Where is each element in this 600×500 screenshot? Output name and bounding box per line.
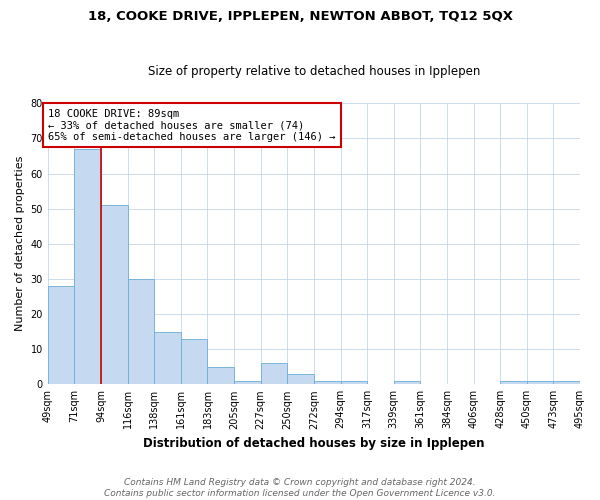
Bar	[181, 338, 208, 384]
X-axis label: Distribution of detached houses by size in Ipplepen: Distribution of detached houses by size …	[143, 437, 485, 450]
Bar	[260, 363, 287, 384]
Bar	[74, 149, 101, 384]
Text: 18 COOKE DRIVE: 89sqm
← 33% of detached houses are smaller (74)
65% of semi-deta: 18 COOKE DRIVE: 89sqm ← 33% of detached …	[49, 108, 336, 142]
Y-axis label: Number of detached properties: Number of detached properties	[15, 156, 25, 332]
Bar	[101, 205, 128, 384]
Bar	[394, 381, 421, 384]
Bar	[154, 332, 181, 384]
Text: Contains HM Land Registry data © Crown copyright and database right 2024.
Contai: Contains HM Land Registry data © Crown c…	[104, 478, 496, 498]
Bar	[341, 381, 367, 384]
Bar	[208, 366, 234, 384]
Bar	[234, 381, 260, 384]
Bar	[527, 381, 553, 384]
Bar	[128, 279, 154, 384]
Title: Size of property relative to detached houses in Ipplepen: Size of property relative to detached ho…	[148, 66, 480, 78]
Text: 18, COOKE DRIVE, IPPLEPEN, NEWTON ABBOT, TQ12 5QX: 18, COOKE DRIVE, IPPLEPEN, NEWTON ABBOT,…	[88, 10, 512, 23]
Bar	[500, 381, 527, 384]
Bar	[314, 381, 341, 384]
Bar	[48, 286, 74, 384]
Bar	[287, 374, 314, 384]
Bar	[553, 381, 580, 384]
